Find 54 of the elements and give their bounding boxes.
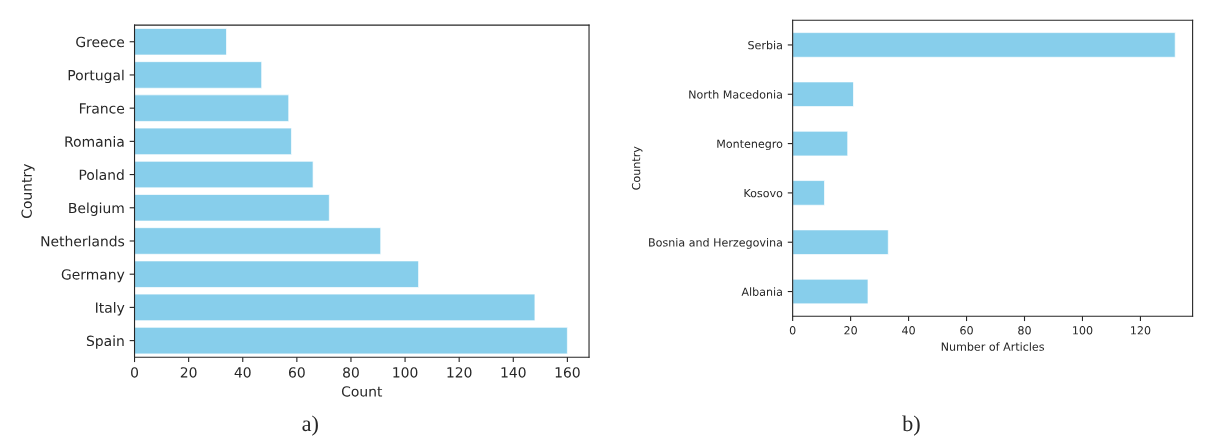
y-tick-label: Bosnia and Herzegovina [649,238,782,249]
bar [134,160,314,189]
bar [134,260,419,288]
y-axis-title: Country [21,164,35,218]
x-tick-label: 60 [288,367,305,378]
x-tick-label: 60 [960,326,973,335]
bar [134,28,227,56]
bar [134,127,292,155]
x-tick-label: 40 [902,326,915,335]
x-tick-label: 140 [501,367,526,378]
y-axis-title: Country [631,146,643,190]
x-axis-title: Count [341,386,383,397]
x-tick-label: 0 [131,367,139,378]
x-tick-label: 80 [343,367,359,378]
x-tick-label: 40 [234,367,251,378]
y-tick-label: France [79,103,125,114]
y-tick-label: Poland [79,169,124,181]
x-tick-label: 80 [1018,326,1031,335]
y-tick-label: Montenegro [717,139,783,151]
bar [134,94,290,122]
x-tick-label: 100 [1073,326,1093,335]
y-tick-label: Belgium [69,202,124,216]
text: b) [902,415,920,436]
bar [134,194,330,222]
y-tick-label: Netherlands [41,235,125,247]
x-tick-label: 120 [1131,326,1151,335]
bar [134,293,536,322]
bar [792,32,1176,58]
x-tick-label: 120 [447,367,472,378]
bar [792,278,869,305]
x-tick-label: 0 [789,326,796,335]
bar [792,229,889,255]
y-tick-label: Kosovo [744,189,783,198]
y-tick-label: Romania [65,136,124,147]
bar [792,81,854,107]
x-axis-title: Number of Articles [941,342,1045,351]
y-tick-label: Serbia [748,40,782,50]
bar [134,61,263,89]
text: a) [302,415,318,436]
y-tick-label: Italy [96,302,125,316]
x-tick-label: 20 [844,326,857,335]
x-tick-label: 100 [393,367,418,378]
bar [134,326,568,355]
bar [792,180,825,206]
y-tick-label: Albania [741,287,782,296]
bar [134,227,382,255]
y-tick-label: Germany [61,269,125,283]
y-tick-label: Portugal [68,69,124,84]
x-tick-label: 160 [555,367,580,378]
bar [792,130,849,157]
y-tick-label: Greece [76,36,125,48]
y-tick-label: North Macedonia [689,90,782,99]
y-tick-label: Spain [86,335,124,349]
x-tick-label: 20 [180,367,197,378]
